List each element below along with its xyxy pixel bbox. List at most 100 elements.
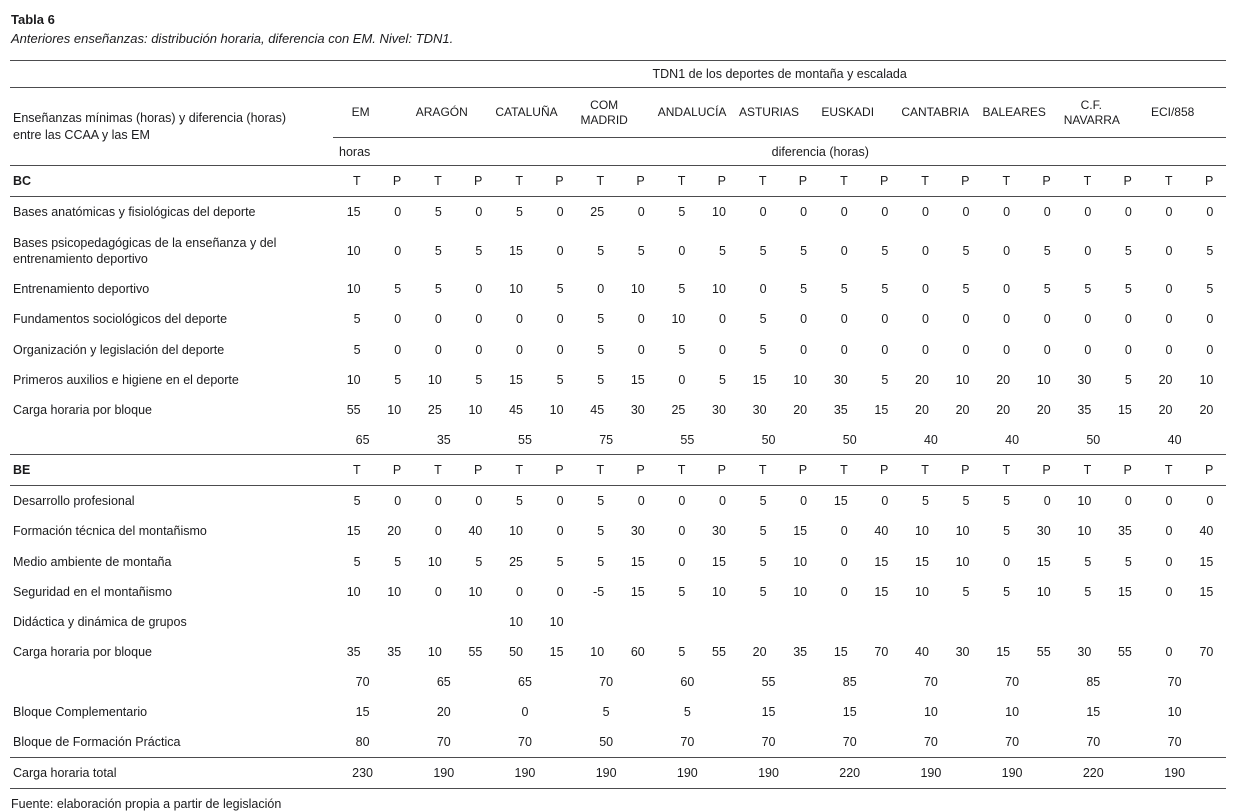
value-cell: 0 <box>881 342 889 357</box>
value-cell: 10 <box>1036 584 1051 599</box>
value-cell: 55 <box>1036 645 1051 660</box>
value-cell: 15 <box>630 372 645 387</box>
value-cell: 5 <box>1206 243 1214 258</box>
value-cell: 0 <box>1003 243 1011 258</box>
value-cell: 5 <box>881 372 889 387</box>
block-total-cell: 50 <box>761 432 776 447</box>
value-cell: 30 <box>712 403 726 418</box>
value-cell <box>1064 607 1105 637</box>
value-cell: 0 <box>1084 205 1092 220</box>
value-cell: 5 <box>1124 372 1132 387</box>
value-cell: 20 <box>996 403 1011 418</box>
value-cell: 5 <box>678 342 686 357</box>
value-cell: 0 <box>1003 312 1011 327</box>
region-header-andalucia: ANDALUCÍA <box>657 87 739 138</box>
value-cell: 0 <box>637 342 645 357</box>
value-cell: 0 <box>1124 312 1132 327</box>
value-cell: 5 <box>678 584 686 599</box>
subcol-header: T <box>576 453 618 487</box>
value-cell: 0 <box>1084 342 1092 357</box>
value-cell: 30 <box>752 403 767 418</box>
value-cell: 0 <box>800 342 808 357</box>
value-cell: 5 <box>394 282 402 297</box>
value-cell: 5 <box>1206 282 1214 297</box>
value-cell: 0 <box>556 524 564 539</box>
row-header: Enseñanzas mínimas (horas) y diferencia … <box>10 87 333 166</box>
block-total-cell: 40 <box>923 432 938 447</box>
value-cell: 15 <box>793 524 808 539</box>
table-row: Bases anatómicas y fisiológicas del depo… <box>10 197 1226 228</box>
value-cell: 5 <box>597 243 605 258</box>
value-cell: 0 <box>1124 205 1132 220</box>
summary-cell: 5 <box>602 704 610 719</box>
value-cell <box>861 607 902 637</box>
value-cell: 15 <box>874 403 889 418</box>
summary-row: Bloque Complementario 15 20 0 5 5 15 15 10 10 15 10 <box>10 697 1226 727</box>
subcol-header: T <box>901 453 942 487</box>
row-label: Bases psicopedagógicas de la enseñanza y… <box>13 235 277 266</box>
value-cell: 5 <box>962 584 970 599</box>
value-cell: 10 <box>427 645 442 660</box>
value-cell: 10 <box>630 282 645 297</box>
table-row: Entrenamiento deportivo 10 5 5 0 10 5 0 10 5 10 0 5 5… <box>10 274 1226 304</box>
value-cell: 0 <box>840 312 848 327</box>
value-cell: 0 <box>1165 205 1173 220</box>
block-total-cell: 85 <box>1086 675 1101 689</box>
table-row: Formación técnica del montañismo 15 20 0 40 1… <box>10 516 1226 546</box>
summary-cell: 190 <box>657 756 739 790</box>
subcol-header: P <box>373 164 415 198</box>
subcol-header: T <box>657 453 699 487</box>
value-cell: 10 <box>1077 494 1092 509</box>
value-cell: 10 <box>346 282 361 297</box>
value-cell: 0 <box>637 312 645 327</box>
value-cell: 10 <box>1036 372 1051 387</box>
value-cell: 10 <box>427 554 442 569</box>
value-cell: 5 <box>516 494 523 509</box>
subcol-header: T <box>414 164 455 198</box>
value-cell: 0 <box>962 312 970 327</box>
value-cell: 15 <box>346 205 361 220</box>
value-cell: 15 <box>833 645 848 660</box>
value-cell: 15 <box>346 524 361 539</box>
row-label: Primeros auxilios e higiene en el deport… <box>13 372 239 387</box>
value-cell: 0 <box>921 342 929 357</box>
subcol-header: P <box>1185 164 1227 198</box>
value-cell: 0 <box>394 205 402 220</box>
row-label: Seguridad en el montañismo <box>13 584 173 599</box>
value-cell: 5 <box>840 282 848 297</box>
region-header-row: Enseñanzas mínimas (horas) y diferencia … <box>10 87 1227 166</box>
value-cell: 0 <box>1165 312 1173 327</box>
block-total-cell: 40 <box>1167 432 1182 447</box>
subcol-header: P <box>454 453 496 487</box>
value-cell: 10 <box>468 403 483 418</box>
value-cell: 0 <box>1043 494 1051 509</box>
region-header-baleares: BALEARES <box>982 87 1064 138</box>
value-cell: 0 <box>881 312 889 327</box>
value-cell: 0 <box>637 494 645 509</box>
value-cell: 45 <box>590 403 605 418</box>
value-cell: 20 <box>915 403 929 418</box>
section-label: BC <box>10 164 333 198</box>
table-row: Seguridad en el montañismo 10 10 0 10 0 0 -5 15 5… <box>10 577 1226 607</box>
value-cell: 5 <box>759 243 767 258</box>
value-cell: 30 <box>712 524 726 539</box>
value-cell: 0 <box>1165 645 1173 660</box>
value-cell: 55 <box>1117 645 1132 660</box>
section-label: BE <box>10 453 333 487</box>
value-cell: 15 <box>874 554 889 569</box>
block-total-cell: 55 <box>518 432 532 447</box>
summary-cell: 70 <box>761 734 776 749</box>
value-cell: 0 <box>475 342 483 357</box>
value-cell: 0 <box>1043 342 1051 357</box>
value-cell: 55 <box>712 645 726 660</box>
row-label: Bases anatómicas y fisiológicas del depo… <box>13 205 256 220</box>
value-cell: 15 <box>630 584 645 599</box>
row-label: Fundamentos sociológicos del deporte <box>13 312 228 327</box>
value-cell <box>698 607 739 637</box>
subcol-header: P <box>860 453 902 487</box>
value-cell: 0 <box>718 312 726 327</box>
value-cell: 20 <box>996 372 1011 387</box>
value-cell: 15 <box>1036 554 1051 569</box>
value-cell: 0 <box>678 554 686 569</box>
summary-cell: 15 <box>761 704 776 719</box>
